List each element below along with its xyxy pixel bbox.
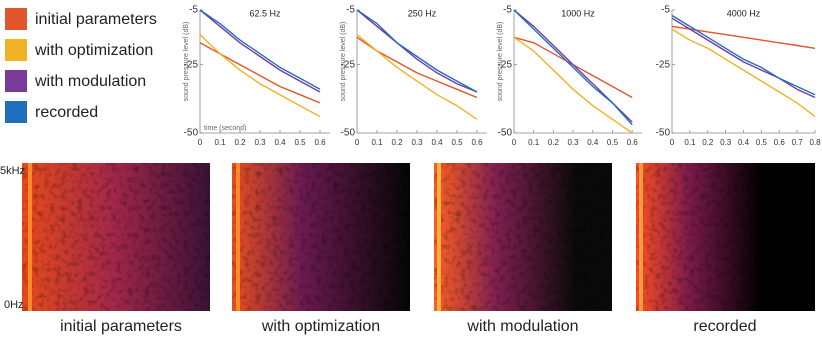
spectrogram-texture bbox=[636, 163, 815, 311]
series-line bbox=[199, 34, 321, 118]
freq-label: 5kHz bbox=[0, 165, 25, 177]
x-tick-label: 0.8 bbox=[809, 138, 821, 147]
x-tick-label: 0.6 bbox=[774, 138, 786, 147]
spectrogram-texture bbox=[434, 163, 612, 311]
freq-label: 0Hz bbox=[4, 299, 24, 311]
x-axis-label: time (second) bbox=[204, 125, 246, 132]
x-tick-label: 0.1 bbox=[684, 138, 696, 147]
y-tick-label: -5 bbox=[661, 5, 670, 16]
x-tick-label: 0.3 bbox=[568, 138, 580, 147]
series-line bbox=[199, 9, 321, 90]
x-tick-label: 0.4 bbox=[738, 138, 750, 147]
series-line bbox=[356, 9, 478, 93]
y-tick-label: -25 bbox=[498, 59, 513, 70]
caption: recorded bbox=[693, 318, 756, 335]
series-line bbox=[356, 36, 478, 99]
series-line bbox=[356, 9, 478, 93]
chart-title: 250 Hz bbox=[408, 8, 437, 18]
x-tick-label: 0.4 bbox=[431, 138, 443, 147]
legend-swatch bbox=[5, 39, 27, 61]
y-tick-label: -50 bbox=[184, 128, 199, 139]
x-tick-label: 0.6 bbox=[471, 138, 483, 147]
legend-label: initial parameters bbox=[35, 11, 157, 28]
onset-line bbox=[437, 163, 441, 311]
x-tick-label: 0.5 bbox=[294, 138, 306, 147]
legend-swatch bbox=[5, 8, 27, 30]
x-tick-label: 0 bbox=[355, 138, 360, 147]
y-tick-label: -50 bbox=[341, 128, 356, 139]
y-tick-label: -5 bbox=[503, 5, 512, 16]
onset-line bbox=[236, 163, 240, 311]
y-tick-label: -5 bbox=[346, 5, 355, 16]
x-tick-label: 0.2 bbox=[234, 138, 246, 147]
series-line bbox=[513, 36, 633, 134]
series-line bbox=[671, 25, 816, 49]
spectrogram-texture bbox=[232, 163, 410, 311]
x-tick-label: 0.1 bbox=[214, 138, 226, 147]
chart-title: 1000 Hz bbox=[561, 8, 595, 18]
x-tick-label: 0.2 bbox=[391, 138, 403, 147]
y-axis-label: sound pressure level (dB) bbox=[497, 22, 504, 102]
x-tick-label: 0.4 bbox=[274, 138, 286, 147]
x-tick-label: 0 bbox=[670, 138, 675, 147]
x-tick-label: 0.5 bbox=[451, 138, 463, 147]
spectrogram-panels bbox=[22, 163, 815, 311]
x-tick-label: 0.3 bbox=[411, 138, 423, 147]
legend-label: with modulation bbox=[34, 73, 146, 90]
x-tick-label: 0.6 bbox=[314, 138, 326, 147]
caption: with modulation bbox=[466, 318, 578, 335]
x-tick-label: 0.5 bbox=[607, 138, 619, 147]
x-tick-label: 0.3 bbox=[254, 138, 266, 147]
x-tick-label: 0.1 bbox=[371, 138, 383, 147]
chart-title: 4000 Hz bbox=[727, 8, 761, 18]
y-tick-label: -50 bbox=[498, 128, 513, 139]
series-line bbox=[671, 17, 816, 99]
legend-label: with optimization bbox=[34, 42, 153, 59]
y-tick-label: -5 bbox=[189, 5, 198, 16]
chart-title: 62.5 Hz bbox=[249, 8, 281, 18]
legend-swatch bbox=[5, 70, 27, 92]
legend-swatch bbox=[5, 101, 27, 123]
caption: with optimization bbox=[261, 318, 380, 335]
caption: initial parameters bbox=[60, 318, 182, 335]
x-tick-label: 0.3 bbox=[720, 138, 732, 147]
x-tick-label: 0.5 bbox=[756, 138, 768, 147]
x-tick-label: 0 bbox=[512, 138, 517, 147]
y-tick-label: -25 bbox=[656, 59, 671, 70]
y-tick-label: -25 bbox=[341, 59, 356, 70]
y-axis-label: sound pressure level (dB) bbox=[183, 22, 190, 102]
series-line bbox=[671, 14, 816, 96]
x-tick-label: 0.1 bbox=[528, 138, 540, 147]
y-tick-label: -50 bbox=[656, 128, 671, 139]
x-tick-label: 0.2 bbox=[702, 138, 714, 147]
onset-line bbox=[28, 163, 32, 311]
onset-line bbox=[639, 163, 643, 311]
x-tick-label: 0.6 bbox=[627, 138, 639, 147]
spectrogram-texture bbox=[22, 163, 210, 311]
legend-label: recorded bbox=[35, 104, 98, 121]
x-tick-label: 0.4 bbox=[587, 138, 599, 147]
x-tick-label: 0 bbox=[198, 138, 203, 147]
x-tick-label: 0.7 bbox=[792, 138, 804, 147]
y-axis-label: sound pressure level (dB) bbox=[340, 22, 347, 102]
series-line bbox=[513, 9, 633, 126]
series-line bbox=[356, 34, 478, 120]
y-tick-label: -25 bbox=[184, 59, 199, 70]
series-line bbox=[671, 28, 816, 118]
series-line bbox=[199, 9, 321, 93]
x-tick-label: 0.2 bbox=[548, 138, 560, 147]
